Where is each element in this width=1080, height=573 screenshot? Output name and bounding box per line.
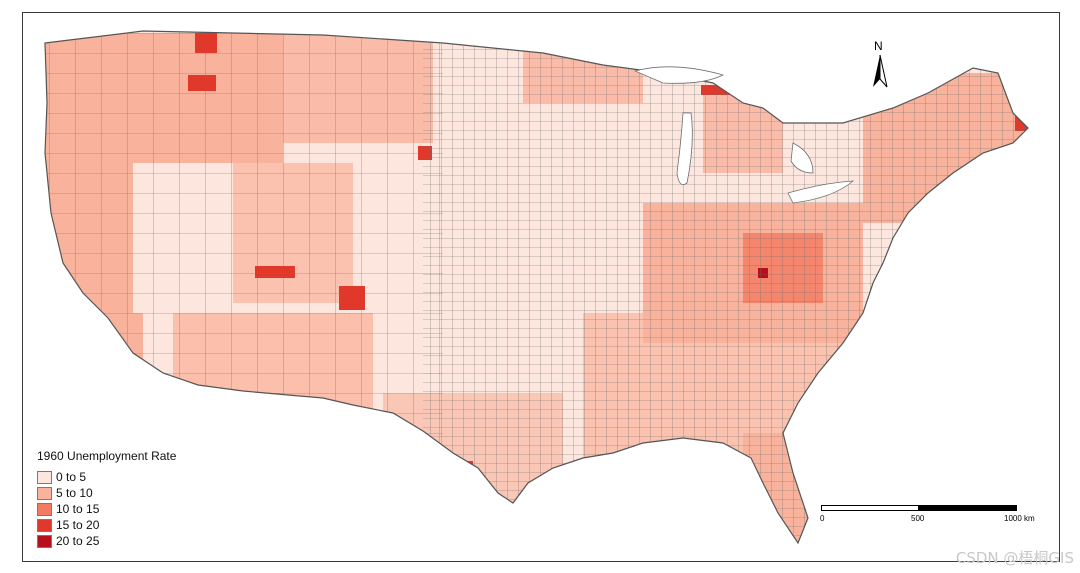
north-arrow-icon: [873, 54, 888, 88]
map-frame: N 1960 Unemployment Rate 0 to 5 5 to 10 …: [22, 12, 1060, 562]
legend-swatch-3: [37, 518, 52, 532]
lake-erie: [787, 180, 855, 204]
scale-bar: 0 500 1000 km: [820, 505, 1051, 535]
legend-label: 10 to 15: [56, 502, 100, 516]
legend-item: 15 to 20: [37, 517, 176, 533]
scale-segment-white: [821, 505, 919, 511]
scale-segment-black: [918, 505, 1017, 511]
legend-swatch-4: [37, 534, 52, 548]
legend-swatch-0: [37, 470, 52, 484]
scale-label-0: 0: [820, 514, 825, 523]
legend-swatch-2: [37, 502, 52, 516]
legend-label: 0 to 5: [56, 470, 87, 484]
scale-label-1000: 1000 km: [1004, 514, 1035, 523]
north-arrow-label: N: [874, 39, 883, 53]
legend-label: 15 to 20: [56, 518, 100, 532]
lake-michigan: [676, 112, 693, 186]
eastern-county-lines: [423, 31, 1028, 543]
legend-item: 20 to 25: [37, 533, 176, 549]
legend-label: 5 to 10: [56, 486, 93, 500]
legend-item: 5 to 10: [37, 485, 176, 501]
legend-label: 20 to 25: [56, 534, 100, 548]
watermark: CSDN @梧桐GIS: [955, 549, 1074, 567]
lake-huron: [790, 142, 814, 174]
map-legend: 1960 Unemployment Rate 0 to 5 5 to 10 10…: [37, 449, 176, 549]
legend-title: 1960 Unemployment Rate: [37, 449, 177, 463]
scale-label-500: 500: [911, 514, 925, 523]
legend-item: 0 to 5: [37, 469, 176, 485]
legend-swatch-1: [37, 486, 52, 500]
north-arrow: N: [863, 39, 897, 95]
legend-item: 10 to 15: [37, 501, 176, 517]
lake-superior: [633, 66, 725, 84]
us-county-map: [44, 30, 1029, 544]
